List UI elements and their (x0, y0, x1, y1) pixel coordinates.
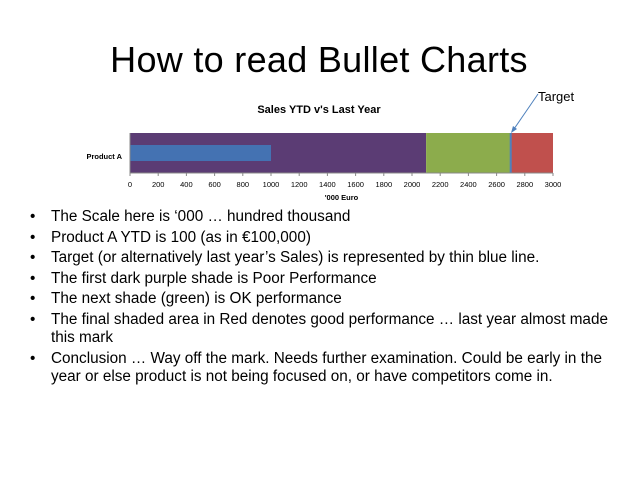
bullet-text: Target (or alternatively last year’s Sal… (51, 249, 540, 266)
slide-title: How to read Bullet Charts (110, 39, 528, 80)
bullet-dot-icon: • (30, 249, 36, 266)
x-tick-label: 400 (180, 180, 193, 189)
x-tick-label: 600 (208, 180, 221, 189)
bullet-text: The first dark purple shade is Poor Perf… (51, 269, 377, 287)
bullet-item: • Product A YTD is 100 (as in €100,000) (30, 229, 620, 248)
range-ok (426, 133, 511, 173)
bullet-list: • The Scale here is ‘000 … hundred thousa… (30, 208, 620, 389)
bullet-dot-icon: • (30, 290, 36, 307)
bullet-text: The Scale here is ‘000 … hundred thousan… (51, 208, 351, 225)
bullet-item: • The next shade (green) is OK performanc… (30, 290, 620, 309)
range-good (510, 133, 553, 173)
x-tick-label: 200 (152, 180, 165, 189)
x-tick-label: 1200 (291, 180, 308, 189)
bullet-text: The final shaded area in Red denotes goo… (51, 310, 608, 347)
bullet-text: The next shade (green) is OK performance (51, 290, 342, 307)
bullet-item: • The first dark purple shade is Poor Per… (30, 270, 620, 289)
x-tick-label: 1600 (347, 180, 364, 189)
x-tick-label: 800 (237, 180, 250, 189)
bullet-item: • Conclusion … Way off the mark. Needs fu… (30, 350, 620, 387)
bullet-dot-icon: • (30, 228, 36, 246)
category-label: Product A (86, 152, 122, 161)
x-axis-title: '000 Euro (325, 193, 359, 202)
bullet-dot-icon: • (30, 310, 36, 328)
target-marker (509, 133, 512, 173)
x-tick-label: 3000 (545, 180, 562, 189)
chart-title: Sales YTD v's Last Year (257, 104, 381, 116)
x-tick-label: 2800 (516, 180, 533, 189)
x-tick-label: 2600 (488, 180, 505, 189)
x-tick-label: 1000 (263, 180, 280, 189)
bullet-chart: 0 200 400 600 800 1000 1200 1400 1600 1800 2000 220… (86, 133, 562, 202)
bullet-dot-icon: • (30, 208, 36, 225)
x-tick-label: 2400 (460, 180, 477, 189)
x-tick-label: 0 (128, 180, 132, 189)
x-tick-label: 2200 (432, 180, 449, 189)
bullet-text: Product A YTD is 100 (as in €100,000) (51, 228, 311, 246)
target-callout-label: Target (538, 89, 575, 104)
bullet-dot-icon: • (30, 349, 36, 367)
bullet-item: • Target (or alternatively last year’s Sa… (30, 249, 620, 268)
bullet-item: • The final shaded area in Red denotes go… (30, 311, 620, 348)
bullet-text: Conclusion … Way off the mark. Needs fur… (51, 349, 602, 386)
bullet-item: • The Scale here is ‘000 … hundred thousa… (30, 208, 620, 227)
bullet-dot-icon: • (30, 269, 36, 287)
x-tick-label: 2000 (404, 180, 421, 189)
x-tick-label: 1800 (375, 180, 392, 189)
x-tick-label: 1400 (319, 180, 336, 189)
value-bar (130, 145, 271, 161)
